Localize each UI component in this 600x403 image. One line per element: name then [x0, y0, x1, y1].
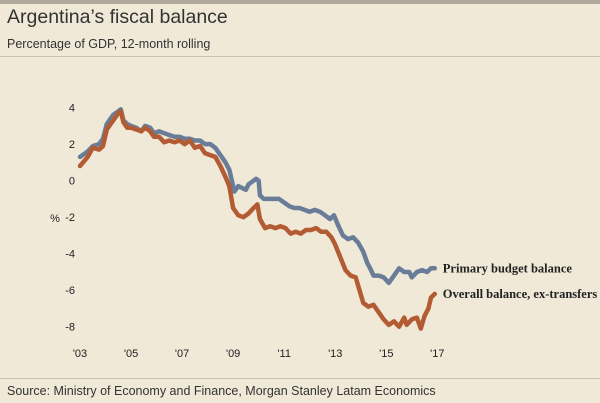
series-labels: Primary budget balance Overall balance, e…	[443, 261, 598, 301]
source-note: Source: Ministry of Economy and Finance,…	[7, 384, 436, 398]
y-tick-label: -2	[65, 212, 75, 224]
y-tick-label: -6	[65, 285, 75, 297]
x-tick-label: '11	[277, 348, 291, 360]
header-divider	[0, 56, 600, 57]
y-tick-label: 2	[69, 139, 75, 151]
y-tick-label: 4	[69, 103, 75, 115]
overall-balance-label: Overall balance, ex-transfers	[443, 287, 598, 301]
overall-balance-line	[77, 109, 438, 331]
x-tick-label: '17	[430, 348, 444, 360]
y-tick-label: -8	[65, 322, 75, 334]
x-tick-label: '15	[379, 348, 393, 360]
x-tick-label: '07	[175, 348, 189, 360]
x-tick-label: '03	[73, 348, 87, 360]
chart-title: Argentina’s fiscal balance	[7, 6, 228, 28]
footer-divider	[0, 378, 600, 379]
y-tick-label: -4	[65, 249, 75, 261]
primary-balance-line	[77, 107, 438, 286]
chart-subtitle: Percentage of GDP, 12-month rolling	[7, 37, 211, 51]
x-tick-label: '09	[226, 348, 240, 360]
x-tick-label: '05	[124, 348, 138, 360]
x-tick-label: '13	[328, 348, 342, 360]
x-axis-ticks: '03 '05 '07 '09 '11 '13 '15 '17	[73, 348, 445, 360]
series-lines	[77, 107, 438, 331]
top-accent-bar	[0, 0, 600, 4]
primary-balance-label: Primary budget balance	[443, 261, 573, 275]
y-axis-label: %	[50, 213, 60, 225]
y-axis-ticks: 4 2 0 -2 -4 -6 -8	[65, 103, 75, 334]
y-tick-label: 0	[69, 176, 75, 188]
